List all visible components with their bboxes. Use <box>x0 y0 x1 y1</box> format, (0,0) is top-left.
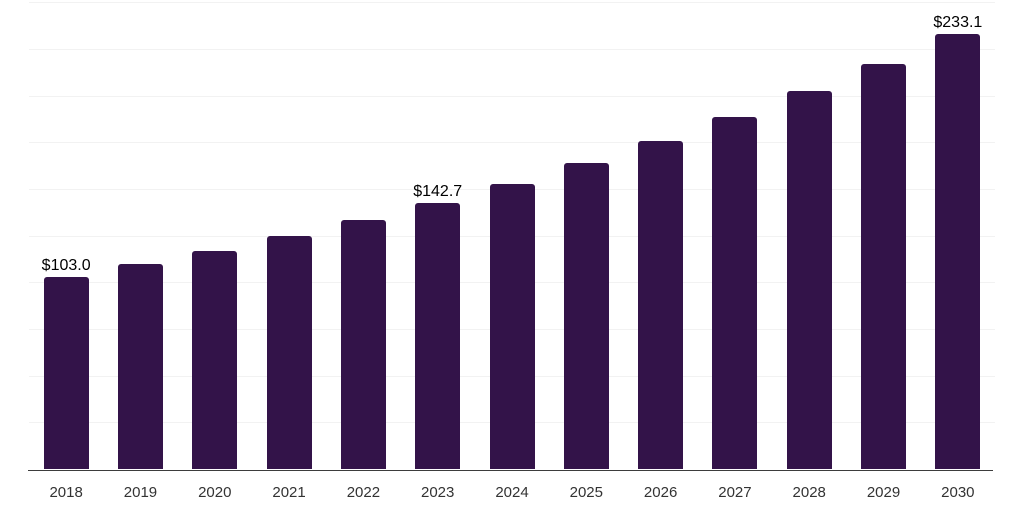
bar <box>43 277 89 470</box>
x-tick-label: 2021 <box>272 484 306 501</box>
x-tick-label: 2029 <box>866 484 901 501</box>
bar <box>638 140 684 470</box>
x-axis-line <box>28 469 993 471</box>
bar <box>712 116 758 470</box>
bar <box>861 63 907 470</box>
bar <box>266 235 312 470</box>
x-tick-label: 2022 <box>346 484 381 501</box>
bar <box>935 34 981 470</box>
bar <box>415 203 461 470</box>
bar <box>192 250 238 470</box>
bar-value-label: $103.0 <box>41 257 91 275</box>
bar <box>563 162 609 470</box>
x-tick-label: 2019 <box>123 484 158 501</box>
x-tick-label: 2020 <box>198 484 232 501</box>
x-tick-label: 2018 <box>49 484 83 501</box>
gridline <box>29 95 995 97</box>
gridline <box>29 48 995 50</box>
x-tick-label: 2028 <box>792 484 826 501</box>
x-tick-label: 2024 <box>495 484 529 501</box>
bar <box>786 91 832 470</box>
gridline <box>29 2 995 4</box>
bar-value-label: $233.1 <box>933 14 983 32</box>
x-tick-label: 2027 <box>718 484 752 501</box>
bar <box>340 219 386 470</box>
gridline <box>29 142 995 144</box>
bar <box>489 183 535 470</box>
x-tick-label: 2026 <box>643 484 678 501</box>
x-tick-label: 2030 <box>941 484 975 501</box>
x-tick-label: 2025 <box>569 484 603 501</box>
x-tick-label: 2023 <box>421 484 455 501</box>
bar-value-label: $142.7 <box>413 183 463 201</box>
bar <box>117 264 163 470</box>
